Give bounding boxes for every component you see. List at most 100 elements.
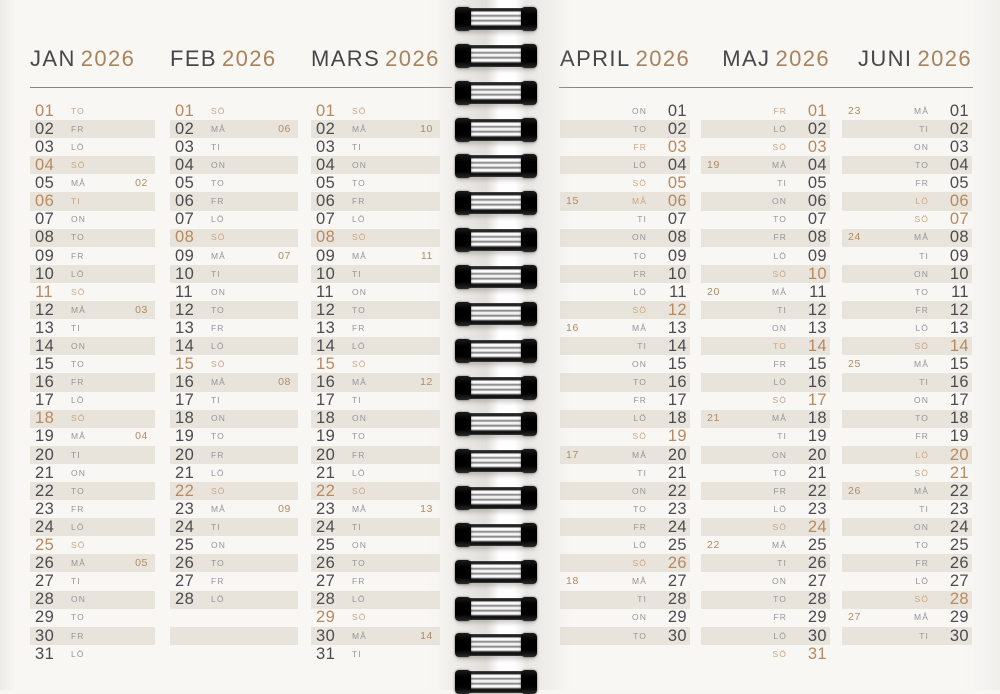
month-title: MAJ 2026: [701, 46, 830, 72]
day-number: 27: [667, 572, 687, 591]
day-row: SÖ 12: [560, 301, 690, 320]
weekday-label: SÖ: [71, 540, 86, 551]
day-row: 25 ON: [311, 536, 440, 554]
day-number: 16: [175, 373, 195, 392]
spiral-coil: [455, 301, 537, 326]
weekday-label: ON: [772, 449, 787, 460]
weekday-label: MÅ: [772, 540, 787, 551]
weekday-label: MÅ: [914, 612, 929, 623]
day-row: 09 FR: [30, 247, 155, 265]
day-row: 15 TO: [30, 355, 155, 373]
day-number: 07: [949, 210, 969, 229]
weekday-label: TO: [352, 431, 366, 442]
day-row: LÖ 11: [560, 283, 690, 301]
day-row: ON 29: [560, 609, 690, 627]
week-number: 02: [135, 177, 148, 190]
weekday-label: LÖ: [773, 503, 787, 514]
day-number: 04: [35, 156, 55, 175]
day-number: 29: [667, 608, 687, 627]
day-row: ON 03: [842, 138, 972, 156]
day-row: TO 07: [701, 211, 830, 229]
weekday-label: FR: [915, 431, 929, 442]
day-row: 31 TI: [311, 645, 440, 663]
day-row: LÖ 13: [842, 319, 972, 337]
month-name: FEB: [170, 46, 217, 71]
month-name: APRIL: [560, 46, 631, 71]
day-row: 02 MÅ 06: [170, 119, 298, 139]
day-row: 05 TO: [311, 174, 440, 192]
day-row: 14 LÖ: [311, 337, 440, 356]
weekday-label: MÅ: [211, 377, 226, 388]
weekday-label: LÖ: [352, 341, 366, 352]
day-row: 24 TI: [170, 518, 298, 537]
day-number: 08: [316, 228, 336, 247]
day-row: 22 MÅ 25: [701, 536, 830, 554]
month-name: JAN: [30, 46, 76, 71]
day-number: 19: [175, 427, 195, 446]
weekday-label: SÖ: [352, 485, 367, 496]
weekday-label: MÅ: [914, 105, 929, 116]
day-number: 04: [807, 156, 827, 175]
day-number: 08: [949, 228, 969, 247]
weekday-label: ON: [71, 467, 86, 478]
day-number: 11: [175, 282, 193, 301]
weekday-label: SÖ: [772, 648, 787, 659]
weekday-label: SÖ: [632, 178, 647, 189]
day-number: 06: [949, 192, 969, 211]
day-number: 31: [35, 644, 55, 663]
day-row: 20 TI: [30, 445, 155, 464]
weekday-label: FR: [211, 449, 225, 460]
weekday-label: MÅ: [772, 160, 787, 171]
day-row: LÖ 04: [560, 156, 690, 175]
day-row: 01 TO: [30, 102, 155, 120]
day-number: 27: [35, 572, 55, 591]
weekday-label: ON: [914, 521, 929, 532]
day-row: TI 12: [701, 301, 830, 320]
weekday-label: ON: [914, 395, 929, 406]
day-number: 04: [316, 156, 336, 175]
weekday-label: MÅ: [211, 250, 226, 261]
day-number: 15: [35, 355, 55, 374]
day-row: FR 08: [701, 228, 830, 247]
day-row: SÖ 31: [701, 645, 830, 663]
weekday-label: SÖ: [211, 105, 226, 116]
spiral-coil: [455, 375, 537, 400]
day-row: 11 SÖ: [30, 283, 155, 301]
weekday-label: SÖ: [632, 304, 647, 315]
day-row: 20 FR: [170, 445, 298, 464]
weekday-label: ON: [632, 485, 647, 496]
day-row: 28 LÖ: [170, 590, 298, 609]
day-number: 10: [667, 264, 687, 283]
day-number: 23: [667, 499, 687, 518]
day-number: 03: [949, 137, 969, 156]
week-number: 25: [848, 358, 861, 371]
day-row: SÖ 24: [701, 518, 830, 537]
day-row: 23 MÅ 01: [842, 102, 972, 120]
day-row: 01 SÖ: [170, 102, 298, 120]
weekday-label: TO: [633, 250, 647, 261]
weekday-label: SÖ: [352, 612, 367, 623]
month-year: 2026: [385, 46, 440, 71]
day-number: 17: [35, 391, 55, 410]
day-row: TI 16: [842, 373, 972, 392]
weekday-label: TI: [777, 431, 787, 442]
weekday-label: SÖ: [71, 413, 86, 424]
day-number: 01: [949, 101, 969, 120]
day-number: 18: [175, 409, 195, 428]
day-number: 02: [175, 119, 195, 138]
month-name: MARS: [311, 46, 381, 71]
weekday-label: MÅ: [632, 576, 647, 587]
day-number: 14: [316, 337, 336, 356]
day-row: 16 MÅ 08: [170, 373, 298, 392]
weekday-label: ON: [772, 322, 787, 333]
day-number: 03: [667, 137, 687, 156]
day-row: 21 ON: [30, 464, 155, 482]
weekday-label: TI: [777, 558, 787, 569]
day-number: 14: [949, 337, 969, 356]
empty-row: [170, 626, 298, 645]
day-number: 11: [316, 282, 334, 301]
weekday-label: LÖ: [211, 467, 225, 478]
day-number: 10: [949, 264, 969, 283]
weekday-label: FR: [633, 521, 647, 532]
month-days: FR 01 LÖ 02 SÖ 03 19 MÅ 04 TI 05 ON 06 TO 07 FR 08 LÖ 09 SÖ…: [701, 102, 830, 663]
